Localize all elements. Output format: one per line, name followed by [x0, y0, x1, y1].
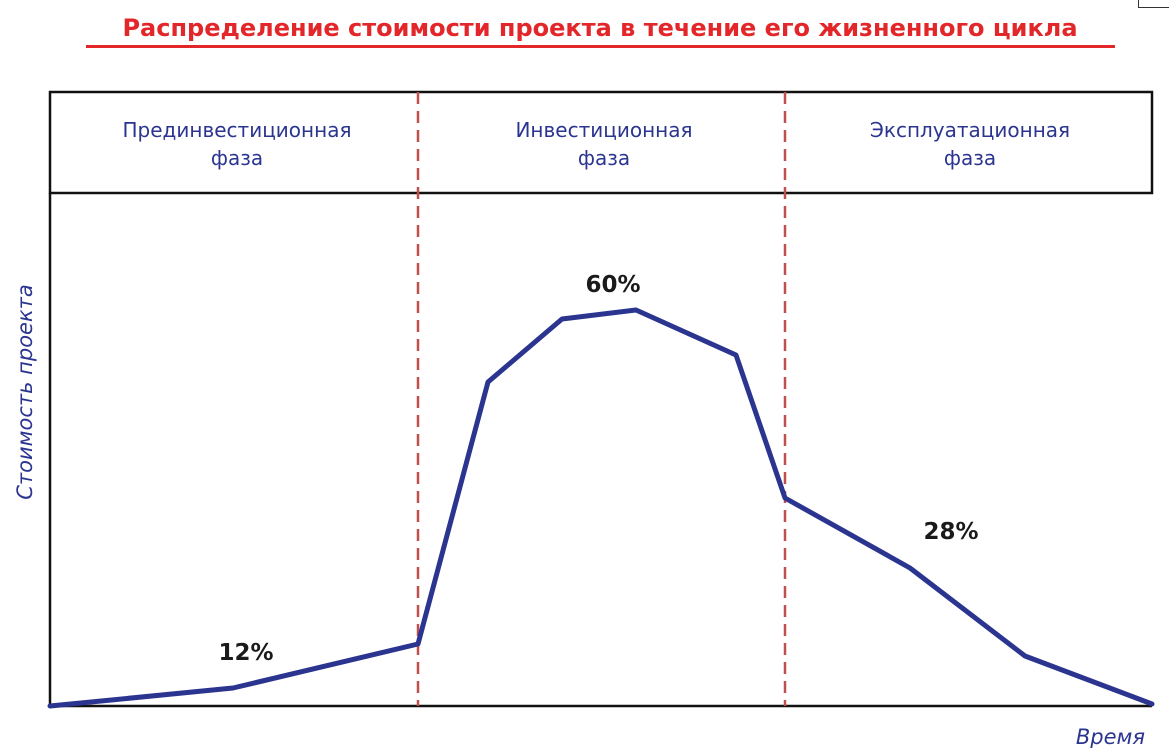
phase-1-label-line1: Прединвестиционная — [123, 118, 352, 142]
corner-decoration — [1138, 0, 1169, 8]
phase-3-label-line2: фаза — [944, 146, 996, 170]
y-axis-label: Стоимость проекта — [13, 284, 37, 500]
phase-1-label-line2: фаза — [211, 146, 263, 170]
phase-header-frame — [48, 90, 1154, 195]
phase-3-percent: 28% — [923, 519, 978, 545]
x-axis-label: Время — [1076, 725, 1145, 748]
phase-2-label-line2: фаза — [578, 146, 630, 170]
phase-3-label-line1: Эксплуатационная — [870, 118, 1070, 142]
phase-1-percent: 12% — [218, 640, 273, 666]
cost-curve — [47, 307, 1155, 709]
phase-2-percent: 60% — [585, 272, 640, 298]
diagram-title: Распределение стоимости проекта в течени… — [122, 14, 1078, 42]
phase-2-label-line1: Инвестиционная — [515, 118, 692, 142]
title-underline — [86, 45, 1115, 48]
